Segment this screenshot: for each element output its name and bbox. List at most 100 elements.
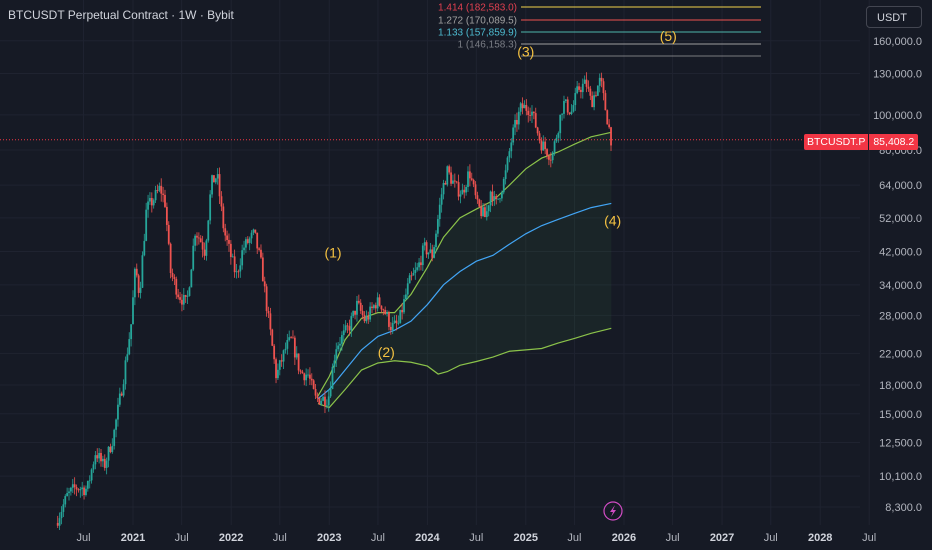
candle-body <box>341 335 343 344</box>
candle-body <box>482 207 484 217</box>
candle-body <box>318 398 321 405</box>
candle-body <box>450 172 452 184</box>
candle-body <box>384 310 387 315</box>
band-middle-line <box>317 202 612 400</box>
candle-body <box>339 343 341 346</box>
candle-body <box>126 354 129 361</box>
candle-body <box>254 229 257 233</box>
candle-body <box>64 496 67 505</box>
candle-body <box>243 247 245 251</box>
fib-level-label: 1.414 (182,583.0) <box>438 3 517 14</box>
candle-body <box>448 166 451 173</box>
candle-body <box>423 242 426 246</box>
candle-body <box>237 271 240 273</box>
candle-body <box>388 312 390 327</box>
wave-label: (3) <box>517 43 534 59</box>
candle-body <box>602 81 605 94</box>
candle-body <box>137 275 140 293</box>
candle-body <box>393 320 396 323</box>
candle-body <box>147 201 149 210</box>
candle-body <box>578 86 580 90</box>
candle-body <box>484 207 486 218</box>
lightning-icon[interactable] <box>603 501 623 521</box>
candle-body <box>190 269 193 288</box>
candle-body <box>331 366 334 389</box>
candle-body <box>273 345 276 360</box>
candle-body <box>608 124 611 128</box>
candle-body <box>371 306 373 309</box>
candle-body <box>354 310 356 315</box>
candle-body <box>192 245 195 270</box>
candle-body <box>480 206 483 217</box>
candle-body <box>476 195 479 200</box>
candle-body <box>103 458 106 468</box>
candle-body <box>120 393 123 396</box>
candle-body <box>468 171 471 179</box>
candle-body <box>386 312 388 315</box>
candle-body <box>301 371 304 374</box>
candle-body <box>342 330 345 336</box>
candle-body <box>162 193 165 195</box>
candle-body <box>474 184 477 196</box>
time-axis: Jul 2021 Jul 2022 Jul 2023 Jul 2024 Jul 2025 Jul 20… <box>76 532 876 544</box>
candle-body <box>420 262 422 266</box>
candle-body <box>196 235 198 238</box>
currency-button[interactable]: USDT <box>866 6 922 28</box>
candle-body <box>500 192 503 199</box>
x-tick-label: Jul <box>764 532 778 544</box>
candle-body <box>275 359 277 379</box>
candle-body <box>470 178 473 180</box>
candle-body <box>555 137 558 142</box>
candle-body <box>214 178 217 183</box>
candle-body <box>403 299 405 313</box>
candle-body <box>239 265 242 272</box>
candle-body <box>538 133 541 141</box>
wave-label: (4) <box>604 213 621 229</box>
candle-body <box>171 272 174 278</box>
candle-body <box>293 337 296 358</box>
candle-body <box>246 239 249 243</box>
candle-body <box>452 180 454 184</box>
x-tick-label: 2023 <box>317 532 341 544</box>
candle-body <box>521 103 524 109</box>
candle-body <box>207 220 210 241</box>
candle-body <box>115 419 117 430</box>
y-tick-label: 34,000.0 <box>879 280 922 292</box>
candle-body <box>105 460 108 468</box>
candle-body <box>357 300 360 303</box>
candle-body <box>487 205 490 212</box>
candle-body <box>111 445 114 453</box>
candle-body <box>220 196 223 207</box>
candle-body <box>101 458 104 462</box>
candle-body <box>333 360 336 367</box>
candle-body <box>414 269 417 274</box>
candle-body <box>81 487 84 490</box>
candle-body <box>374 305 377 309</box>
candle-body <box>453 180 456 182</box>
candle-body <box>73 484 76 488</box>
candle-body <box>86 480 89 489</box>
candle-body <box>209 194 212 221</box>
candle-body <box>307 374 309 376</box>
x-tick-label: 2028 <box>808 532 832 544</box>
candle-body <box>514 119 516 128</box>
candle-body <box>290 337 292 339</box>
candle-body <box>186 295 189 297</box>
candle-body <box>529 114 532 116</box>
candle-body <box>277 369 279 379</box>
candle-body <box>160 185 163 194</box>
candle-body <box>438 204 441 220</box>
x-tick-label: 2025 <box>514 532 538 544</box>
chart-title: BTCUSDT Perpetual Contract · 1W · Bybit <box>8 8 234 22</box>
candle-body <box>378 297 381 306</box>
candle-body <box>544 141 547 150</box>
candle-body <box>587 86 590 89</box>
candle-body <box>260 249 262 258</box>
candle-body <box>457 182 460 197</box>
y-tick-label: 18,000.0 <box>879 380 922 392</box>
candle-body <box>135 268 138 276</box>
candle-body <box>184 295 187 297</box>
candle-body <box>442 183 445 195</box>
band-upper-line <box>317 131 612 397</box>
